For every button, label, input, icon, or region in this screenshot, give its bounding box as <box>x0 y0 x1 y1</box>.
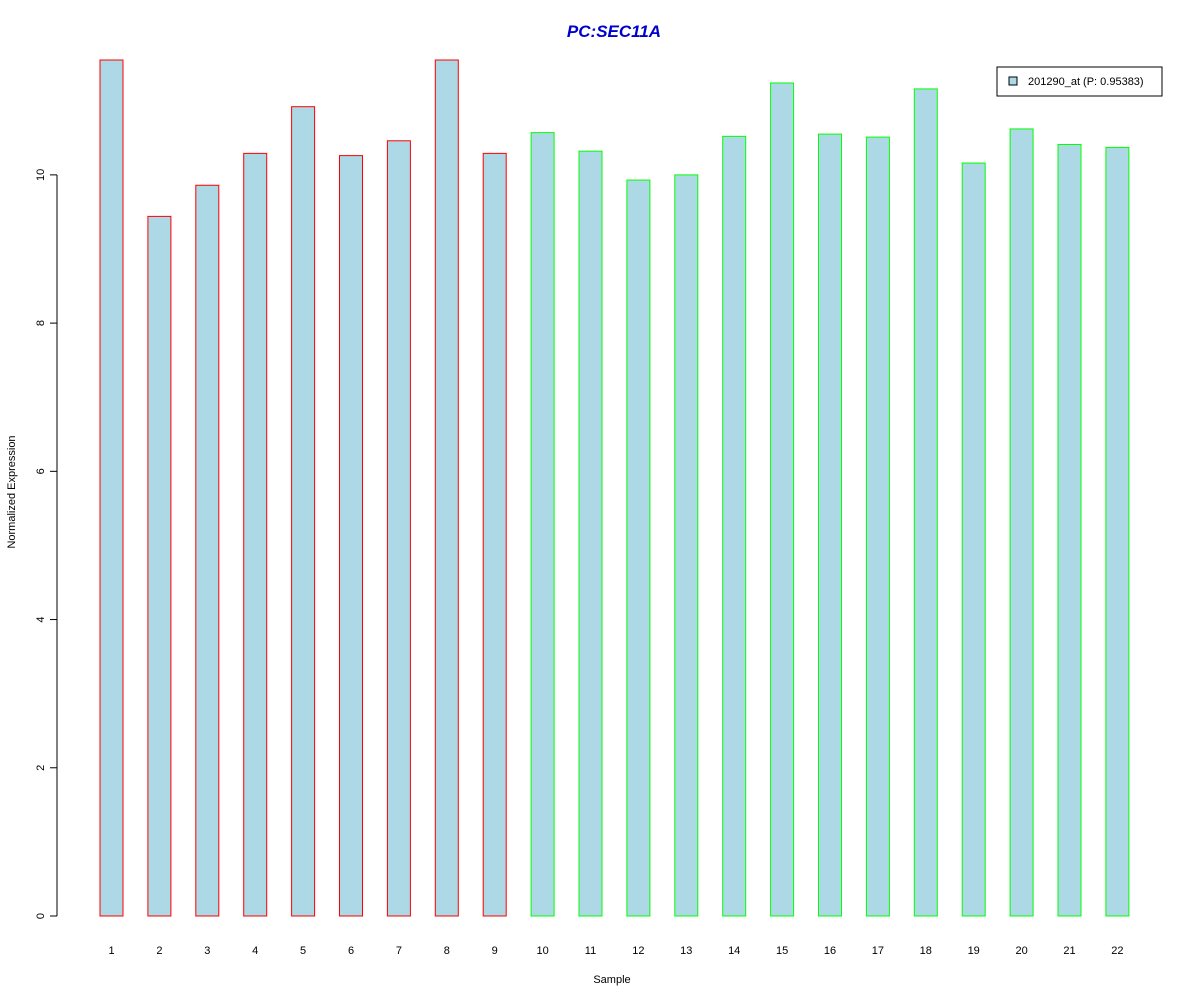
bar-sample-21 <box>1057 143 1082 917</box>
y-tick-label: 0 <box>35 913 47 919</box>
y-axis-label: Normalized Expression <box>6 435 18 548</box>
bar-sample-8 <box>434 59 459 917</box>
x-tick-label: 7 <box>396 945 402 957</box>
x-tick-label: 22 <box>1111 945 1123 957</box>
bar-sample-6 <box>339 155 363 917</box>
bar-sample-9 <box>482 152 507 917</box>
bar-sample-7 <box>386 140 411 917</box>
bar-sample-5 <box>291 106 316 917</box>
x-tick-label: 15 <box>776 945 788 957</box>
x-tick-label: 14 <box>728 945 740 957</box>
bar-sample-3 <box>195 184 220 917</box>
bar-sample-16 <box>818 133 842 917</box>
x-tick-label: 6 <box>348 945 354 957</box>
x-tick-label: 4 <box>252 945 258 957</box>
bar-sample-18 <box>913 88 938 917</box>
y-tick-label: 4 <box>35 616 47 622</box>
x-tick-label: 2 <box>156 945 162 957</box>
bar-sample-20 <box>1009 128 1034 917</box>
bar-sample-13 <box>674 174 699 917</box>
y-tick-label: 6 <box>35 468 47 474</box>
x-tick-label: 18 <box>920 945 932 957</box>
x-tick-label: 17 <box>872 945 884 957</box>
bar-sample-15 <box>770 82 795 917</box>
legend: 201290_at (P: 0.95383) <box>996 66 1163 97</box>
x-tick-label: 11 <box>585 945 596 957</box>
x-tick-label: 13 <box>680 945 692 957</box>
bar-sample-1 <box>99 59 124 917</box>
bar-sample-22 <box>1105 146 1130 917</box>
chart-title: PC:SEC11A <box>567 22 661 41</box>
bars-group <box>99 59 1130 917</box>
legend-label: 201290_at (P: 0.95383) <box>1028 76 1144 88</box>
x-tick-label: 9 <box>492 945 498 957</box>
x-axis-label: Sample <box>593 974 630 986</box>
legend-swatch <box>1008 76 1018 86</box>
x-tick-label: 3 <box>204 945 210 957</box>
x-tick-label: 21 <box>1063 945 1075 957</box>
x-tick-label: 16 <box>824 945 836 957</box>
y-tick-label: 8 <box>35 320 47 326</box>
y-axis: 0 2 4 6 8 10 <box>35 169 58 919</box>
bar-sample-19 <box>961 162 986 917</box>
bar-sample-2 <box>147 215 172 917</box>
x-tick-label: 12 <box>632 945 644 957</box>
bar-sample-4 <box>243 152 268 917</box>
x-tick-label: 1 <box>108 945 114 957</box>
x-tick-label: 19 <box>968 945 980 957</box>
y-tick-label: 10 <box>35 169 47 181</box>
legend-box <box>996 66 1163 97</box>
bar-sample-14 <box>722 135 747 917</box>
x-tick-label: 20 <box>1015 945 1027 957</box>
x-tick-label: 5 <box>300 945 306 957</box>
bar-sample-11 <box>578 150 603 917</box>
x-tick-label: 8 <box>444 945 450 957</box>
x-tick-label: 10 <box>536 945 548 957</box>
bar-sample-10 <box>530 132 555 917</box>
bar-sample-17 <box>865 136 890 917</box>
x-tick-labels: 1 2 3 4 5 6 7 8 9 10 11 12 13 14 15 16 17 18 19 20 21 22 <box>108 945 1123 957</box>
y-tick-label: 2 <box>35 765 47 771</box>
bar-sample-12 <box>626 179 651 917</box>
